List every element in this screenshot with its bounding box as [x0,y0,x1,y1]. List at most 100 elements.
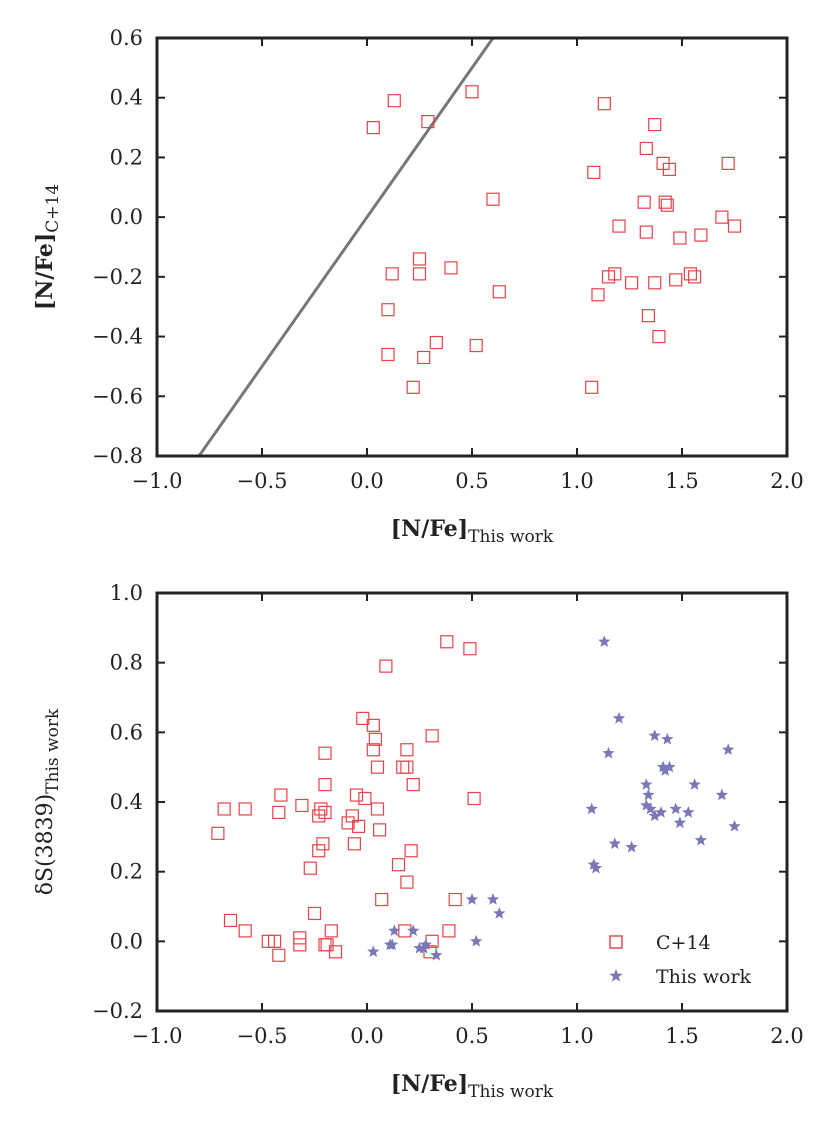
c14-point [465,85,479,99]
c14-point [662,162,677,176]
y-tick-label: 0.0 [110,205,143,229]
bottom-y-axis-label-subscript: This work [43,708,63,794]
this-work-point [648,729,661,742]
legend-label-this-work: This work [656,966,752,988]
c14-point [268,934,282,948]
c14-point [412,267,427,281]
this-work-point [661,732,674,745]
x-tick-label: 1.0 [560,469,593,493]
this-work-point [694,833,708,846]
bottom-x-axis-ticks: −1.0 −0.5 0.0 0.5 1.0 1.5 2.0 [132,593,804,1048]
this-work-point [722,743,735,756]
c14-point [358,791,372,806]
c14-point [211,826,225,840]
c14-point [398,924,412,938]
c14-point [217,802,231,816]
this-work-point [493,906,506,919]
c14-point [375,892,389,907]
legend-entry-this-work: This work [609,966,752,988]
bottom-y-axis-label: δS(3839)This work [33,708,63,895]
c14-point [238,802,252,816]
c14-point [366,743,380,757]
y-tick-label: 1.0 [110,581,143,605]
c14-point [669,273,683,287]
top-y-axis-ticks: −0.8 −0.6 −0.4 −0.2 0.0 0.2 0.4 0.6 [92,26,787,468]
c14-point [687,270,702,284]
c14-point [715,210,729,224]
c14-point [370,802,385,816]
legend-star-marker [609,969,623,982]
top-x-axis-label: [N/Fe]This work [391,516,554,547]
y-tick-label: 0.6 [110,26,143,50]
top-y-axis-label-main: [N/Fe] [32,233,58,310]
this-work-point [598,635,611,648]
c14-point [324,924,338,938]
top-x-axis-label-subscript: This work [468,527,554,547]
y-tick-label: −0.8 [92,444,143,468]
c14-point [328,945,343,959]
x-tick-label: 2.0 [770,1024,803,1048]
c14-point [303,861,317,875]
c14-point [721,156,735,170]
x-tick-label: 0.5 [455,1024,488,1048]
c14-point [406,777,420,792]
this-work-point [608,837,621,850]
this-work-point [654,805,668,818]
x-tick-label: 0.5 [455,469,488,493]
legend-label-c14: C+14 [656,932,711,954]
c14-point [624,276,639,290]
top-data-points [366,85,742,394]
c14-point [637,195,651,209]
c14-point [639,225,653,239]
c14-point [396,760,410,774]
c14-point [641,309,656,323]
this-work-point [648,809,661,822]
c14-point [683,267,698,281]
c14-point [320,938,334,952]
bottom-x-axis-label: [N/Fe]This work [391,1071,554,1102]
this-work-point [587,858,600,870]
c14-point [648,117,662,132]
this-work-point [486,893,500,905]
this-work-point [669,802,682,815]
c14-point [417,350,431,365]
c14-point [272,948,286,962]
legend-entry-c14: C+14 [609,932,711,954]
c14-point [585,380,599,394]
c14-point [652,329,666,344]
c14-point [673,231,687,245]
c14-point [587,165,601,179]
c14-point [223,913,238,928]
c14-point [349,788,364,802]
top-plot-frame [155,36,789,458]
top-x-axis-label-main: [N/Fe] [391,516,468,542]
c14-point [307,906,322,921]
c14-point [341,816,355,830]
this-work-point [388,924,401,937]
legend: C+14 This work [609,932,752,988]
c14-point [381,347,395,362]
x-tick-label: 2.0 [770,469,803,493]
c14-point [660,198,674,212]
c14-point [295,798,309,813]
this-work-point [386,938,399,951]
c14-point [601,270,616,284]
c14-point [492,285,506,299]
this-work-point [602,746,615,759]
this-work-point [656,760,670,773]
bottom-data-points [211,635,741,962]
c14-point [387,94,401,108]
c14-point [442,924,456,938]
c14-point [469,338,483,353]
this-work-point [682,805,695,818]
x-tick-label: 1.5 [665,469,698,493]
c14-point [421,114,435,129]
this-work-point [715,788,729,801]
c14-point [639,141,653,156]
this-work-point [585,802,598,815]
c14-point [440,635,454,649]
y-tick-label: 0.8 [110,651,143,675]
y-tick-label: 0.0 [110,929,143,953]
c14-point [727,219,742,233]
